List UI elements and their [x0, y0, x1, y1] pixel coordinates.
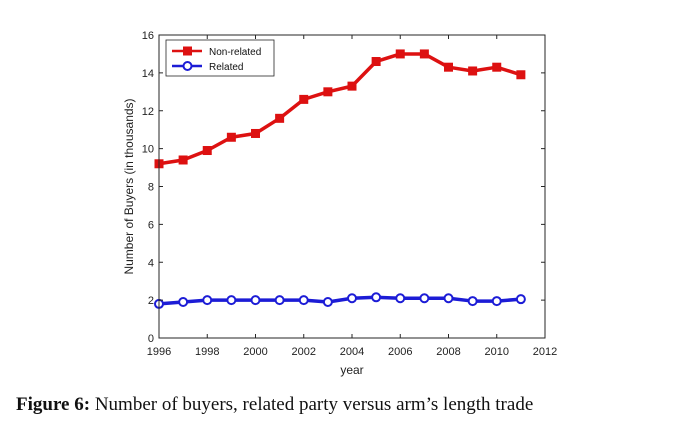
- x-tick-label: 2010: [485, 346, 509, 358]
- line-chart: 1996 1998 2000 2002 2004 2006 2008 2010 2012 0 2 4…: [122, 30, 557, 377]
- caption-text: Number of buyers, related party versus a…: [94, 394, 534, 415]
- chart-marks: [154, 49, 526, 309]
- y-tick-label: 8: [148, 182, 154, 194]
- x-axis-ticks: 1996 1998 2000 2002 2004 2006 2008 2010 2012: [147, 35, 557, 358]
- data-point-related: [395, 293, 406, 304]
- y-tick-label: 10: [142, 144, 154, 156]
- legend-label-non-related: Non-related: [209, 47, 261, 58]
- y-tick-label: 16: [142, 30, 154, 42]
- data-point-non-related: [468, 66, 478, 76]
- series-line-related: [158, 295, 522, 306]
- data-point-non-related: [371, 57, 381, 67]
- series-line-non-related: [158, 52, 522, 166]
- data-point-non-related: [323, 87, 333, 97]
- data-point-related: [250, 295, 261, 306]
- data-point-related: [419, 293, 430, 304]
- y-tick-label: 4: [148, 257, 154, 269]
- data-point-related: [371, 292, 382, 303]
- figure-caption: Figure 6: Number of buyers, related part…: [16, 394, 666, 416]
- y-axis-label: Number of Buyers (in thousands): [122, 98, 136, 274]
- x-tick-label: 2004: [340, 346, 364, 358]
- x-tick-label: 1996: [147, 346, 171, 358]
- x-tick-label: 2006: [388, 346, 412, 358]
- data-point-non-related: [202, 146, 212, 156]
- data-point-non-related: [444, 62, 453, 72]
- legend-marker-non-related: [183, 46, 192, 56]
- legend-box: [165, 39, 275, 77]
- data-point-related: [347, 293, 357, 304]
- y-tick-label: 2: [148, 295, 154, 307]
- x-tick-label: 2000: [243, 346, 267, 358]
- y-tick-label: 12: [142, 106, 154, 118]
- x-axis-label: year: [340, 363, 363, 377]
- data-point-non-related: [251, 128, 260, 138]
- legend: Non-related Related: [165, 39, 275, 77]
- data-point-non-related: [178, 155, 188, 165]
- data-point-related: [322, 297, 333, 308]
- caption-label: Figure 6:: [16, 394, 91, 415]
- data-point-non-related: [299, 94, 309, 104]
- data-point-related: [178, 297, 189, 308]
- plot-area: [159, 35, 545, 338]
- data-point-related: [226, 295, 237, 306]
- data-point-related: [274, 295, 285, 306]
- data-point-non-related: [226, 132, 236, 142]
- data-point-non-related: [347, 81, 357, 91]
- legend-marker-related: [182, 61, 193, 71]
- data-point-non-related: [395, 49, 405, 59]
- data-point-non-related: [516, 70, 526, 80]
- data-point-related: [202, 295, 213, 306]
- y-axis-ticks: 0 2 4 6 8 10 12 14 16: [142, 30, 545, 345]
- y-tick-label: 0: [148, 333, 154, 345]
- legend-label-related: Related: [209, 62, 243, 73]
- data-point-non-related: [492, 62, 502, 72]
- x-tick-label: 2012: [533, 346, 557, 358]
- data-point-related: [467, 296, 478, 307]
- data-point-non-related: [419, 49, 429, 59]
- data-point-related: [298, 295, 309, 306]
- data-point-related: [443, 293, 454, 304]
- data-point-related: [515, 294, 526, 305]
- data-point-related: [491, 296, 502, 307]
- data-point-non-related: [275, 113, 285, 123]
- x-tick-label: 2008: [436, 346, 460, 358]
- y-tick-label: 6: [148, 219, 154, 231]
- y-tick-label: 14: [142, 68, 154, 80]
- x-tick-label: 2002: [292, 346, 316, 358]
- x-tick-label: 1998: [195, 346, 219, 358]
